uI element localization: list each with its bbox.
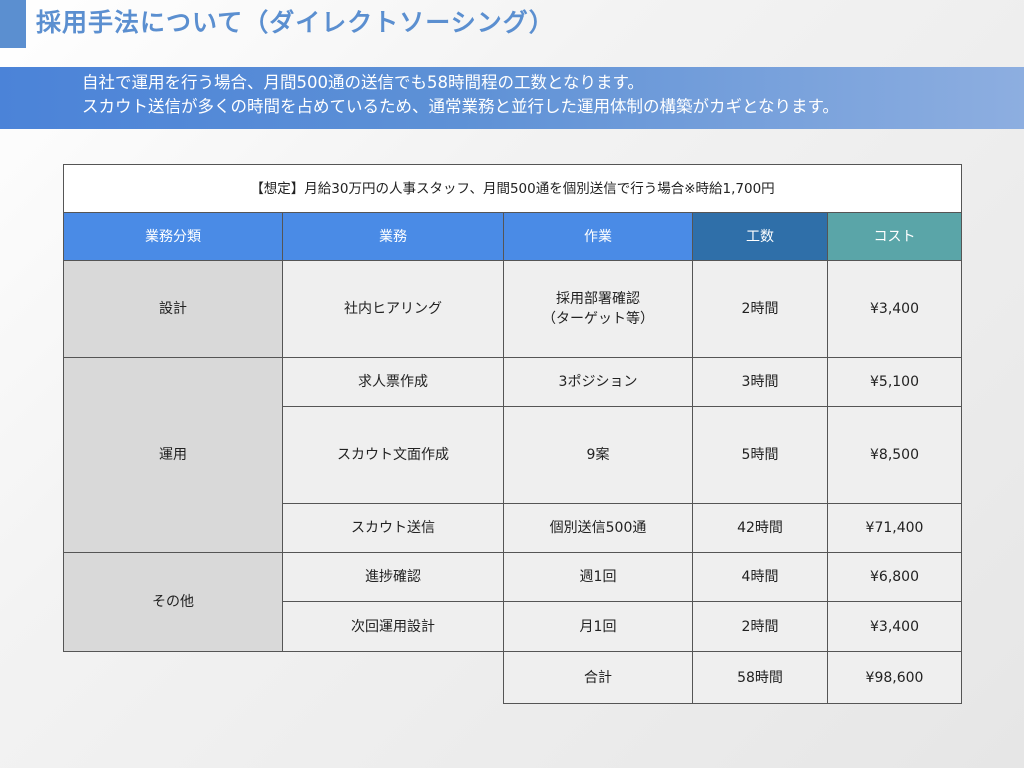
title-accent-bar	[0, 0, 26, 48]
hours-cell: 42時間	[692, 503, 828, 553]
hours-cell: 2時間	[692, 601, 828, 652]
summary-line-1: 自社で運用を行う場合、月間500通の送信でも58時間程の工数となります。	[82, 73, 644, 92]
work-cell: 9案	[503, 406, 693, 504]
work-cell: 週1回	[503, 552, 693, 602]
header-category: 業務分類	[63, 212, 283, 261]
table-row: 設計 社内ヒアリング 採用部署確認 （ターゲット等） 2時間 ¥3,400	[63, 260, 962, 358]
work-cell: 採用部署確認 （ターゲット等）	[503, 260, 693, 358]
table-row: スカウト文面作成 9案 5時間 ¥8,500	[64, 406, 962, 504]
header-task: 業務	[282, 212, 504, 261]
total-label: 合計	[503, 651, 693, 704]
hours-cell: 2時間	[692, 260, 828, 358]
category-cell: 設計	[63, 260, 283, 358]
table-row: 次回運用設計 月1回 2時間 ¥3,400	[64, 601, 962, 652]
header-hours: 工数	[692, 212, 828, 261]
cost-cell: ¥71,400	[827, 503, 962, 553]
task-cell: 求人票作成	[282, 357, 504, 407]
summary-banner: 自社で運用を行う場合、月間500通の送信でも58時間程の工数となります。 スカウ…	[0, 67, 1024, 129]
work-line: 採用部署確認	[556, 291, 640, 307]
cost-cell: ¥6,800	[827, 552, 962, 602]
cost-cell: ¥3,400	[827, 601, 962, 652]
category-cell: 運用	[63, 357, 283, 553]
task-cell: スカウト文面作成	[282, 406, 504, 504]
assumption-text: 【想定】月給30万円の人事スタッフ、月間500通を個別送信で行う場合※時給1,7…	[63, 164, 962, 213]
cost-cell: ¥3,400	[827, 260, 962, 358]
task-cell: 次回運用設計	[282, 601, 504, 652]
hours-cell: 3時間	[692, 357, 828, 407]
work-line: （ターゲット等）	[542, 311, 654, 327]
total-spacer	[64, 652, 504, 704]
hours-cell: 5時間	[692, 406, 828, 504]
summary-line-2: スカウト送信が多くの時間を占めているため、通常業務と並行した運用体制の構築がカギ…	[82, 97, 839, 116]
work-cell: 3ポジション	[503, 357, 693, 407]
work-cell: 月1回	[503, 601, 693, 652]
cost-table: 【想定】月給30万円の人事スタッフ、月間500通を個別送信で行う場合※時給1,7…	[63, 164, 962, 704]
task-cell: スカウト送信	[282, 503, 504, 553]
table-row: スカウト送信 個別送信500通 42時間 ¥71,400	[64, 503, 962, 553]
table-row: その他 進捗確認 週1回 4時間 ¥6,800	[63, 552, 962, 652]
total-cost: ¥98,600	[827, 651, 962, 704]
header-work: 作業	[503, 212, 693, 261]
hours-cell: 4時間	[692, 552, 828, 602]
header-row: 業務分類 業務 作業 工数 コスト	[63, 212, 962, 261]
total-row: 合計 58時間 ¥98,600	[64, 651, 962, 704]
category-cell: その他	[63, 552, 283, 652]
cost-cell: ¥5,100	[827, 357, 962, 407]
work-cell: 個別送信500通	[503, 503, 693, 553]
task-cell: 進捗確認	[282, 552, 504, 602]
page-title: 採用手法について（ダイレクトソーシング）	[36, 8, 555, 37]
task-cell: 社内ヒアリング	[282, 260, 504, 358]
header-cost: コスト	[827, 212, 962, 261]
cost-cell: ¥8,500	[827, 406, 962, 504]
total-hours: 58時間	[692, 651, 828, 704]
table-row: 運用 求人票作成 3ポジション 3時間 ¥5,100	[63, 357, 962, 553]
assumption-row: 【想定】月給30万円の人事スタッフ、月間500通を個別送信で行う場合※時給1,7…	[63, 164, 962, 213]
